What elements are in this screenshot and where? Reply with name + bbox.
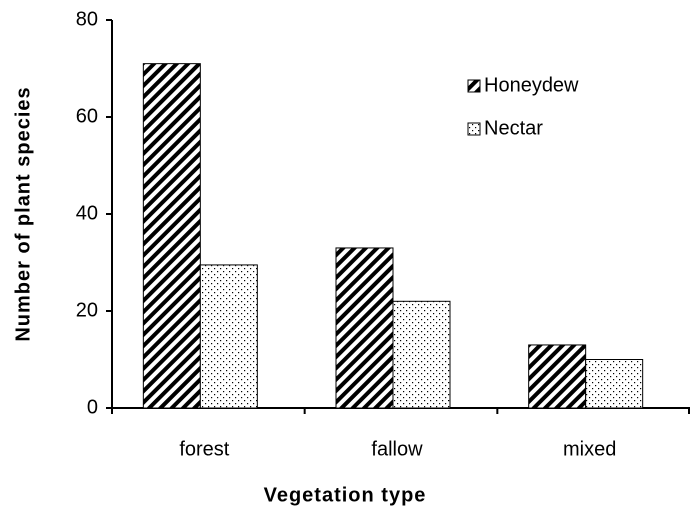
bar (199, 264, 258, 409)
bar (392, 300, 451, 409)
legend-label: Honeydew (484, 74, 579, 96)
legend-label: Nectar (484, 117, 543, 139)
y-axis-title: Number of plant species (12, 86, 34, 341)
y-tick-label: 40 (76, 202, 98, 224)
bar (585, 359, 644, 409)
legend-swatch (467, 122, 481, 136)
y-tick-label: 80 (76, 8, 98, 30)
x-tick-label: fallow (371, 438, 423, 460)
bar (528, 344, 587, 409)
x-axis-title: Vegetation type (264, 484, 427, 506)
y-tick-label: 0 (87, 396, 98, 418)
y-tick-label: 20 (76, 299, 98, 321)
bar (142, 63, 201, 409)
y-tick-label: 60 (76, 105, 98, 127)
x-tick-label: mixed (563, 438, 616, 460)
legend-swatch (467, 79, 481, 93)
bar (335, 247, 394, 409)
x-tick-label: forest (179, 438, 229, 460)
